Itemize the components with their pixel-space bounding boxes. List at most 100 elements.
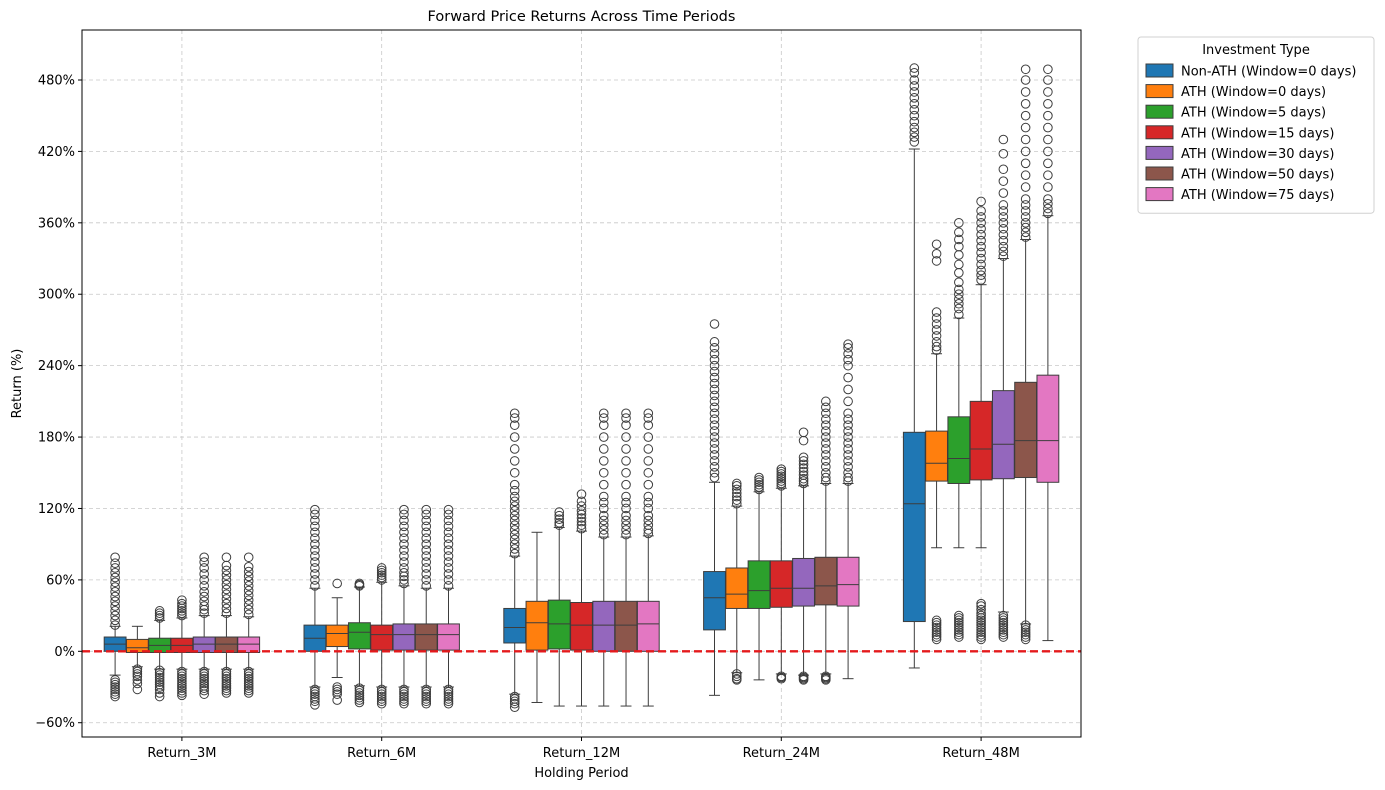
outlier-point — [399, 575, 409, 585]
outlier-point — [709, 396, 720, 407]
outlier-point — [421, 581, 432, 591]
outlier-point — [509, 501, 520, 511]
outlier-point — [399, 545, 409, 555]
outlier-point — [199, 685, 209, 696]
x-axis-label: Holding Period — [534, 766, 628, 781]
outlier-point — [243, 552, 254, 563]
outlier-point — [243, 669, 254, 679]
outlier-point — [843, 420, 853, 430]
outlier-point — [598, 510, 609, 521]
outlier-point — [310, 509, 320, 520]
outlier-point — [1043, 194, 1053, 204]
outlier-point — [998, 241, 1009, 252]
outlier-point — [399, 533, 409, 544]
outlier-point — [798, 452, 809, 463]
outlier-point — [954, 617, 964, 628]
outlier-point — [177, 688, 187, 698]
outlier-point — [998, 251, 1009, 261]
outlier-point — [443, 696, 454, 707]
outlier-point — [843, 450, 853, 460]
outlier-point — [177, 678, 187, 689]
outlier-point — [621, 510, 631, 521]
outlier-point — [421, 691, 432, 702]
outlier-point — [221, 681, 232, 691]
outlier-point — [310, 684, 320, 695]
outlier-point — [954, 284, 964, 295]
outlier-point — [709, 372, 720, 383]
outlier-point — [909, 81, 920, 91]
x-tick-label: Return_3M — [147, 746, 216, 761]
outlier-point — [1043, 198, 1053, 209]
outlier-point — [998, 625, 1009, 635]
outlier-point — [976, 629, 986, 640]
box-Return_6M-series-2 — [348, 578, 371, 708]
outlier-point — [132, 669, 143, 679]
outlier-point — [443, 689, 454, 699]
outlier-point — [643, 444, 654, 454]
outlier-point — [199, 683, 209, 694]
outlier-point — [443, 539, 454, 549]
outlier-point — [421, 533, 432, 544]
outlier-point — [509, 432, 520, 442]
outlier-point — [598, 520, 609, 530]
outlier-point — [1043, 87, 1053, 97]
outlier-point — [310, 527, 320, 538]
outlier-point — [598, 467, 609, 478]
outlier-point — [621, 413, 631, 423]
outlier-point — [998, 200, 1009, 210]
outlier-point — [221, 671, 232, 682]
outlier-point — [821, 402, 831, 413]
outlier-point — [643, 413, 654, 423]
outlier-point — [954, 250, 964, 260]
outlier-point — [1020, 222, 1031, 233]
box-iqr — [437, 623, 460, 651]
outlier-point — [509, 698, 520, 709]
outlier-point — [998, 176, 1009, 186]
outlier-point — [443, 698, 454, 709]
outlier-point — [154, 610, 165, 621]
outlier-point — [509, 408, 520, 419]
outlier-point — [998, 629, 1009, 640]
outlier-point — [1020, 200, 1031, 210]
outlier-point — [976, 625, 986, 635]
outlier-point — [731, 669, 742, 679]
outlier-point — [843, 467, 853, 478]
y-tick-label: 180% — [38, 431, 75, 446]
outlier-point — [243, 673, 254, 684]
outlier-point — [821, 462, 831, 472]
x-tick-label: Return_24M — [743, 746, 820, 761]
outlier-point — [976, 275, 986, 285]
outlier-point — [821, 396, 831, 407]
outlier-point — [1020, 212, 1031, 222]
outlier-point — [976, 206, 986, 216]
outlier-point — [399, 521, 409, 532]
legend-entry: ATH (Window=0 days) — [1181, 85, 1326, 100]
outlier-point — [643, 503, 654, 514]
outlier-point — [621, 479, 631, 490]
outlier-point — [709, 348, 720, 359]
outlier-point — [843, 408, 853, 419]
outlier-point — [199, 689, 209, 699]
outlier-point — [110, 586, 120, 597]
outlier-point — [998, 164, 1009, 175]
outlier-point — [931, 620, 942, 630]
outlier-point — [199, 557, 209, 567]
box-Return_6M-series-1 — [325, 578, 349, 705]
outlier-point — [709, 408, 720, 419]
outlier-point — [110, 567, 120, 578]
outlier-point — [1020, 629, 1031, 640]
outlier-point — [110, 684, 120, 695]
outlier-point — [709, 342, 720, 353]
outlier-point — [709, 319, 720, 329]
outlier-point — [354, 688, 365, 698]
box-Return_24M-series-1 — [725, 478, 749, 685]
outlier-point — [310, 581, 320, 591]
outlier-point — [598, 456, 609, 466]
box-Return_12M-series-6 — [636, 408, 660, 707]
outlier-point — [798, 473, 809, 484]
outlier-point — [976, 615, 986, 626]
legend-entry: ATH (Window=75 days) — [1181, 188, 1334, 203]
outlier-point — [1020, 64, 1031, 75]
outlier-point — [1020, 194, 1031, 204]
outlier-point — [909, 132, 920, 142]
